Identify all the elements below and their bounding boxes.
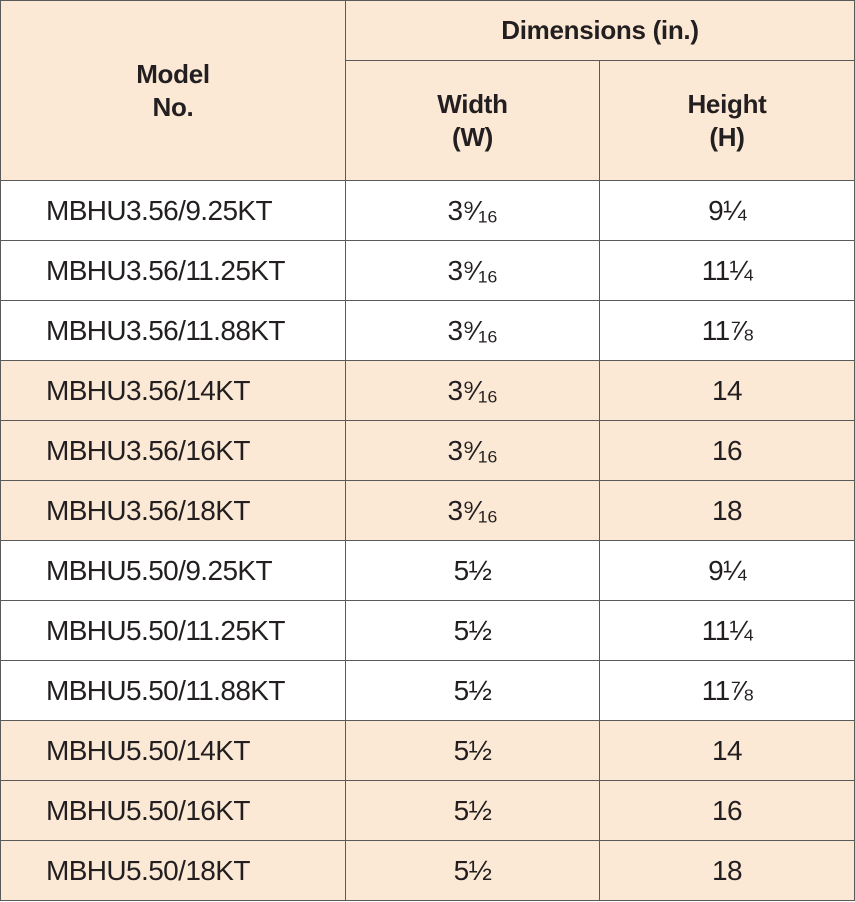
width-cell: 3⁹⁄₁₆: [345, 420, 600, 481]
width-header-line1: Width: [437, 88, 508, 119]
height-cell: 16: [599, 780, 855, 841]
model-cell: MBHU3.56/18KT: [0, 480, 346, 541]
width-header: Width (W): [345, 60, 600, 181]
model-cell: MBHU5.50/11.25KT: [0, 600, 346, 661]
model-cell: MBHU5.50/9.25KT: [0, 540, 346, 601]
table-row: MBHU5.50/9.25KT 5½ 9¼: [0, 540, 855, 601]
height-cell: 18: [599, 480, 855, 541]
height-header-line2: (H): [709, 121, 745, 152]
width-cell: 5½: [345, 660, 600, 721]
table-row: MBHU3.56/18KT 3⁹⁄₁₆ 18: [0, 480, 855, 541]
width-cell: 3⁹⁄₁₆: [345, 240, 600, 301]
table-header: Model No. Dimensions (in.) Width (W) Hei…: [0, 0, 855, 181]
model-cell: MBHU3.56/11.25KT: [0, 240, 346, 301]
width-cell: 3⁹⁄₁₆: [345, 480, 600, 541]
height-cell: 11¼: [599, 600, 855, 661]
table-row: MBHU5.50/18KT 5½ 18: [0, 840, 855, 901]
table-row: MBHU5.50/16KT 5½ 16: [0, 780, 855, 841]
table-row: MBHU3.56/16KT 3⁹⁄₁₆ 16: [0, 420, 855, 481]
model-cell: MBHU3.56/11.88KT: [0, 300, 346, 361]
model-cell: MBHU5.50/11.88KT: [0, 660, 346, 721]
model-header-line1: Model: [136, 58, 210, 89]
width-cell: 5½: [345, 840, 600, 901]
width-cell: 5½: [345, 540, 600, 601]
model-cell: MBHU5.50/18KT: [0, 840, 346, 901]
model-no-header: Model No.: [0, 0, 346, 181]
height-cell: 11¼: [599, 240, 855, 301]
height-cell: 14: [599, 360, 855, 421]
model-cell: MBHU5.50/14KT: [0, 720, 346, 781]
width-header-line2: (W): [452, 121, 493, 152]
table-row: MBHU3.56/14KT 3⁹⁄₁₆ 14: [0, 360, 855, 421]
height-cell: 11⅞: [599, 300, 855, 361]
width-cell: 3⁹⁄₁₆: [345, 300, 600, 361]
table-row: MBHU3.56/9.25KT 3⁹⁄₁₆ 9¼: [0, 180, 855, 241]
dimensions-group-header: Dimensions (in.): [345, 0, 855, 61]
table-body: MBHU3.56/9.25KT 3⁹⁄₁₆ 9¼ MBHU3.56/11.25K…: [0, 180, 855, 901]
height-cell: 18: [599, 840, 855, 901]
table-row: MBHU3.56/11.88KT 3⁹⁄₁₆ 11⅞: [0, 300, 855, 361]
table-row: MBHU5.50/14KT 5½ 14: [0, 720, 855, 781]
width-cell: 5½: [345, 720, 600, 781]
height-cell: 9¼: [599, 540, 855, 601]
table-row: MBHU3.56/11.25KT 3⁹⁄₁₆ 11¼: [0, 240, 855, 301]
table-row: MBHU5.50/11.88KT 5½ 11⅞: [0, 660, 855, 721]
model-cell: MBHU5.50/16KT: [0, 780, 346, 841]
header-row-group: Model No. Dimensions (in.): [0, 0, 855, 181]
width-cell: 3⁹⁄₁₆: [345, 180, 600, 241]
height-cell: 14: [599, 720, 855, 781]
model-cell: MBHU3.56/16KT: [0, 420, 346, 481]
width-cell: 5½: [345, 600, 600, 661]
header-row-columns: Width (W) Height (H): [1, 60, 855, 181]
model-cell: MBHU3.56/9.25KT: [0, 180, 346, 241]
width-cell: 5½: [345, 780, 600, 841]
table-row: MBHU5.50/11.25KT 5½ 11¼: [0, 600, 855, 661]
model-cell: MBHU3.56/14KT: [0, 360, 346, 421]
height-cell: 11⅞: [599, 660, 855, 721]
height-cell: 9¼: [599, 180, 855, 241]
height-cell: 16: [599, 420, 855, 481]
height-header: Height (H): [599, 60, 855, 181]
model-header-line2: No.: [152, 91, 194, 122]
height-header-line1: Height: [687, 88, 767, 119]
width-cell: 3⁹⁄₁₆: [345, 360, 600, 421]
